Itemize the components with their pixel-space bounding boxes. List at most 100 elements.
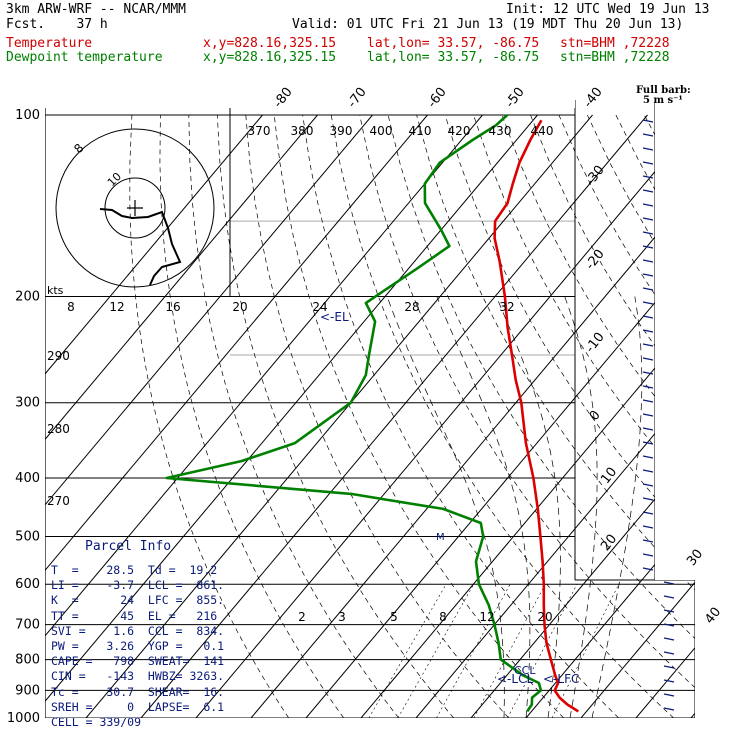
- moist-adiabat: [386, 296, 505, 718]
- isotherm-label: -40: [581, 85, 606, 111]
- wind-barb: [642, 133, 654, 137]
- wind-barb: [642, 497, 654, 501]
- wind-barbs: [642, 119, 675, 711]
- wind-barb: [663, 679, 675, 683]
- theta-w-label: 280: [47, 422, 70, 436]
- theta-label: 380: [291, 124, 314, 138]
- model-title: 3km ARW-WRF -- NCAR/MMM: [6, 2, 187, 17]
- parcel-info-row: CIN = -143 HWBZ= 3263.: [51, 669, 225, 684]
- wind-barb: [642, 441, 654, 445]
- mixing-ratio-line: [397, 584, 474, 718]
- isotherm-line: [690, 114, 695, 718]
- mixing-ratio-label: 8: [439, 610, 447, 624]
- wind-barb: [642, 455, 654, 459]
- parcel-info-row: CELL = 339/09: [51, 715, 142, 729]
- theta-label: 400: [370, 124, 393, 138]
- isotherm-line: [305, 114, 695, 718]
- wind-barb: [642, 217, 654, 221]
- hodograph-speed-label: 32: [499, 300, 514, 314]
- hodograph-speed-label: 16: [165, 300, 180, 314]
- pressure-tick-label: 200: [15, 290, 40, 305]
- mixing-ratio-line: [368, 584, 447, 718]
- barb-box: [575, 579, 695, 718]
- dry-adiabat: [188, 114, 399, 718]
- isotherm-label: 30: [684, 547, 706, 569]
- isotherm-line: [415, 114, 695, 718]
- hodograph-inset: [55, 128, 215, 288]
- wind-barb: [642, 301, 654, 305]
- dry-adiabat: [473, 114, 695, 718]
- wind-barb: [663, 623, 675, 627]
- wind-barb: [663, 637, 675, 641]
- dry-adiabat: [501, 114, 695, 718]
- wind-barb: [642, 175, 654, 179]
- theta-label: 420: [448, 124, 471, 138]
- dry-adiabat: [730, 115, 740, 718]
- full-barb-unit: 5 m s⁻¹: [643, 95, 683, 106]
- hodograph-trace: [99, 208, 182, 286]
- isotherm-line: [45, 114, 483, 718]
- wind-barb: [642, 203, 654, 207]
- wind-barb: [642, 245, 654, 249]
- parcel-info-row: PW = 3.26 YGP = 0.1: [51, 639, 225, 653]
- wind-barb: [642, 259, 654, 263]
- theta-label: 430: [489, 124, 512, 138]
- wind-barb: [642, 343, 654, 347]
- dewpoint-station: stn=BHM ,72228: [560, 50, 670, 65]
- hodograph-ring-inner: [104, 177, 166, 239]
- isotherm-line: [580, 114, 695, 718]
- dry-adiabat: [273, 114, 564, 718]
- forecast-hour: Fcst. 37 h: [6, 17, 108, 32]
- level-label-lfc: <-LFC: [543, 672, 579, 686]
- wind-barb: [642, 315, 654, 319]
- wind-barb: [663, 707, 675, 711]
- wind-barb: [663, 581, 675, 585]
- wind-barb: [663, 595, 675, 599]
- hodograph-units-label: kts: [47, 284, 64, 297]
- isotherm-line: [45, 114, 263, 718]
- wind-barb: [642, 273, 654, 277]
- dry-adiabat: [387, 114, 695, 718]
- wind-barb: [642, 147, 654, 151]
- wind-barb: [642, 161, 654, 165]
- wind-barb: [642, 427, 654, 431]
- dewpoint-trace: [165, 114, 543, 713]
- temperature-latlon: lat,lon= 33.57, -86.75: [367, 36, 540, 51]
- wind-barb: [642, 119, 654, 123]
- wind-barb: [642, 329, 654, 333]
- diagram-group: [45, 100, 740, 718]
- hodograph-speed-label: 8: [67, 300, 75, 314]
- isotherm-label: 40: [702, 605, 724, 627]
- wind-barb: [642, 525, 654, 529]
- mixing-ratio-line: [436, 584, 511, 718]
- wind-barb: [663, 651, 675, 655]
- mixing-ratio-line: [473, 584, 546, 718]
- isotherm-line: [140, 114, 648, 718]
- dry-adiabat: [245, 114, 509, 718]
- hodograph-ring-label: 10: [105, 170, 124, 189]
- isotherm-label: -70: [345, 85, 370, 111]
- wind-barb: [642, 287, 654, 291]
- wind-barb: [642, 567, 654, 571]
- isotherm-label: -80: [271, 85, 296, 111]
- wind-barb: [663, 693, 675, 697]
- isotherm-line: [85, 114, 593, 718]
- dry-adiabat: [530, 114, 695, 718]
- parcel-info-row: K = 24 LFC = 855.: [51, 593, 225, 608]
- pressure-tick-label: 300: [15, 396, 40, 411]
- wind-barb: [642, 511, 654, 515]
- isotherm-label: 20: [598, 532, 620, 554]
- isotherm-label: -50: [503, 85, 528, 111]
- hodograph-speed-label: 24: [312, 300, 327, 314]
- isotherm-line: [45, 114, 373, 718]
- parcel-info-row: TT = 45 EL = 216: [51, 608, 218, 623]
- valid-time: Valid: 01 UTC Fri 21 Jun 13 (19 MDT Thu …: [292, 17, 684, 32]
- level-label-lcl: <-LCL: [497, 672, 533, 686]
- dry-adiabat: [615, 114, 695, 718]
- mixing-ratio-line: [507, 584, 578, 718]
- theta-label: 390: [330, 124, 353, 138]
- pressure-tick-label: 1000: [7, 711, 40, 726]
- mixing-ratio-label: 5: [390, 610, 398, 624]
- dry-adiabat: [302, 114, 619, 718]
